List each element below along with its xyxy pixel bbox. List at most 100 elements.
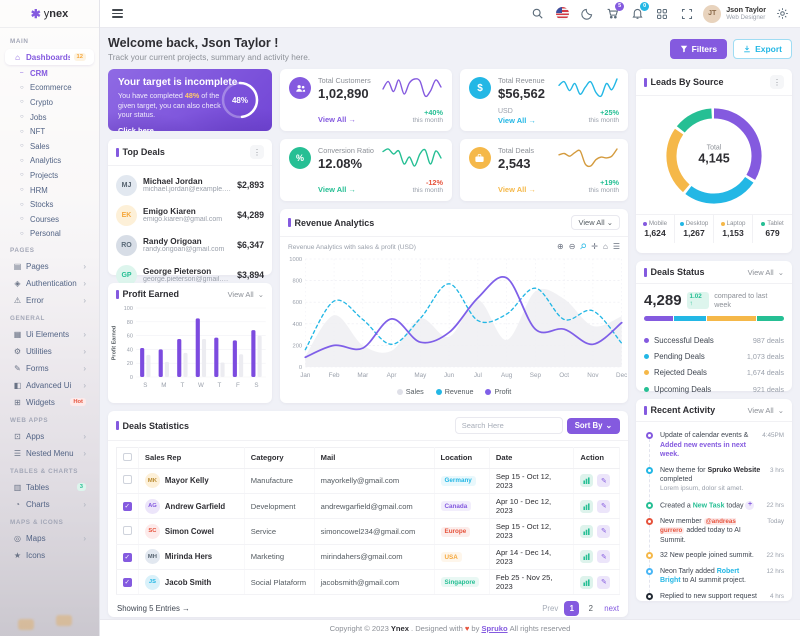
row-checkbox[interactable] [123,475,132,484]
column-header-sales-rep[interactable]: Sales Rep [138,447,245,469]
zoom-out-icon[interactable]: ⊖ [568,242,576,251]
sidebar-subitem-analytics[interactable]: ○ Analytics [20,156,62,166]
pagination-page-1[interactable]: 1 [564,601,580,617]
sidebar-item-tables[interactable]: ▥ Tables 3 [5,479,94,495]
revenue-view-all-button[interactable]: View All ⌄ [571,215,620,230]
sidebar-subitem-courses[interactable]: ○ Courses [20,214,60,224]
sidebar-subitem-crm[interactable]: – CRM [20,68,48,78]
edit-action-button[interactable]: ✎ [597,575,611,589]
activity-highlight[interactable]: Robert Bright [660,568,740,585]
sidebar-subitem-ecommerce[interactable]: ○ Ecommerce [20,83,72,93]
sidebar-subitem-stocks[interactable]: ○ Stocks [20,200,54,210]
spruko-link[interactable]: Spruko [481,623,508,633]
sidebar-item-charts[interactable]: ◔ Charts › [5,496,94,512]
sidebar-item-utilities[interactable]: ⚙ Utilities › [13,346,86,356]
cart-icon[interactable]: 5 [604,1,625,22]
sidebar-item-error[interactable]: ⚠ Error › [13,295,86,305]
recent-activity-view-all[interactable]: View All ⌄ [747,405,784,415]
select-all-checkbox[interactable] [123,452,132,461]
sidebar-item-ui-elements[interactable]: ▦ Ui Elements › [13,329,86,339]
sort-by-button[interactable]: Sort By ⌄ [566,417,620,434]
column-header-location[interactable]: Location [434,447,490,469]
click-here-link[interactable]: Click here [118,126,154,131]
sidebar-subitem-nft[interactable]: ○ NFT [20,127,46,137]
pagination-page-2[interactable]: 2 [588,604,593,614]
source-dot [761,221,766,226]
legend-item-profit[interactable]: Profit [485,387,511,396]
activity-highlight[interactable]: New Task [692,501,725,509]
sidebar-item-nested-menu[interactable]: ☰ Nested Menu › [13,448,86,458]
legend-item-revenue[interactable]: Revenue [435,387,473,396]
pagination-next[interactable]: next [604,604,619,614]
sidebar-subitem-jobs[interactable]: ○ Jobs [20,112,47,122]
top-deal-row[interactable]: GP George Pieterson george.pieterson@gmail… [116,260,264,290]
top-deal-row[interactable]: MJ Michael Jordan michael.jordan@example.c… [116,170,264,200]
avatar: RO [116,234,137,256]
sidebar-subitem-crypto[interactable]: ○ Crypto [20,97,53,107]
top-deal-row[interactable]: EK Emigo Kiaren emigo.kiaren@gmail.com $4,2… [116,200,264,230]
export-button[interactable]: Export [733,39,792,59]
column-header-category[interactable]: Category [244,447,315,469]
chart-action-button[interactable] [580,524,594,538]
top-deal-row[interactable]: RO Randy Origoan randy.origoan@gmail.com $6… [116,230,264,260]
ui-elements-icon: ▦ [13,329,22,339]
edit-action-button[interactable]: ✎ [597,499,611,513]
pan-icon[interactable]: ✛ [591,242,598,251]
row-checkbox[interactable] [123,526,132,535]
view-all-link[interactable]: View All → [497,185,536,194]
row-checkbox[interactable]: ✓ [123,502,132,511]
filters-button[interactable]: Filters [669,39,728,59]
home-reset-icon[interactable]: ⌂ [602,242,608,251]
sidebar-subitem-personal[interactable]: ○ Personal [20,229,61,239]
edit-action-button[interactable]: ✎ [597,550,611,564]
fullscreen-icon[interactable] [679,6,695,22]
edit-action-button[interactable]: ✎ [597,474,611,488]
chart-action-button[interactable] [580,575,594,589]
hamburger-menu-icon[interactable] [110,7,125,20]
view-all-link[interactable]: View All → [318,185,356,194]
apps-grid-icon[interactable] [654,6,670,22]
bell-icon[interactable]: 0 [629,1,650,22]
settings-gear-icon[interactable] [774,6,790,22]
zoom-in-icon[interactable]: ⊕ [557,242,564,251]
legend-item-sales[interactable]: Sales [396,387,424,396]
row-checkbox[interactable]: ✓ [123,578,132,587]
sidebar-item-widgets[interactable]: ⊞ Widgets Hot [5,394,94,410]
revenue-analytics-card: Revenue Analytics View All ⌄ Revenue Ana… [280,209,628,403]
sidebar-item-forms[interactable]: ✎ Forms › [14,363,86,373]
sidebar-item-advanced-ui[interactable]: ◧ Advanced Ui › [13,380,86,390]
deals-status-view-all[interactable]: View All ⌄ [747,267,784,277]
brand-logo[interactable]: ✱ ynex [0,0,99,28]
user-menu[interactable]: JT Json Taylor Web Designer [703,4,766,23]
sidebar-item-apps[interactable]: ⊡ Apps › [14,431,86,441]
sidebar-item-pages[interactable]: ▤ Pages › [13,261,86,271]
profit-earned-view-all[interactable]: View All ⌄ [227,289,264,299]
column-header-date[interactable]: Date [489,447,575,469]
sidebar-item-dashboards[interactable]: ⌂ Dashboards 12 [5,49,94,65]
top-deals-menu-icon[interactable]: ⋮ [250,145,264,159]
chart-menu-icon[interactable]: ☰ [612,242,620,251]
chart-action-button[interactable] [580,550,594,564]
view-all-link[interactable]: View All → [497,116,536,125]
row-checkbox[interactable]: ✓ [123,553,132,562]
search-icon[interactable] [529,6,545,22]
edit-action-button[interactable]: ✎ [597,524,611,538]
sidebar-item-icons[interactable]: ★ Icons [13,550,46,560]
sidebar-subitem-sales[interactable]: ○ Sales [20,141,50,151]
sidebar-subitem-hrm[interactable]: ○ HRM [20,185,48,195]
column-header-mail[interactable]: Mail [314,447,435,469]
flag-us-icon[interactable] [554,6,570,22]
moon-icon[interactable] [579,6,595,22]
sidebar-item-authentication[interactable]: ◈ Authentication › [14,278,86,288]
selection-zoom-icon[interactable]: ⚲ [578,241,589,252]
column-header-action[interactable]: Action [573,447,620,469]
sidebar-item-maps[interactable]: ◎ Maps › [14,533,86,543]
table-search-input[interactable] [454,417,563,434]
activity-highlight[interactable]: Added new events in next week. [660,441,746,458]
sidebar-subitem-projects[interactable]: ○ Projects [20,170,59,180]
leads-menu-icon[interactable]: ⋮ [770,75,784,89]
chart-action-button[interactable] [580,474,594,488]
view-all-link[interactable]: View All → [318,115,356,124]
chart-action-button[interactable] [580,499,594,513]
pagination-prev[interactable]: Prev [542,604,559,614]
